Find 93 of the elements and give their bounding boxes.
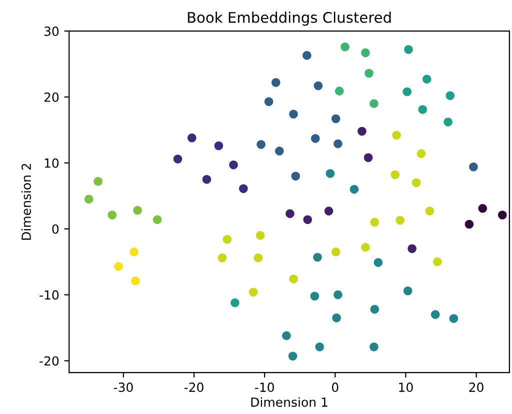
point (222, 235, 232, 244)
point (392, 130, 401, 140)
point (446, 91, 455, 100)
point (173, 154, 182, 164)
point (361, 242, 370, 252)
point (271, 78, 280, 87)
point (422, 74, 432, 84)
y-tick-label: 10 (44, 158, 59, 168)
point (370, 342, 378, 352)
point (302, 51, 312, 60)
point (449, 314, 458, 323)
point (350, 184, 359, 194)
point (275, 146, 284, 156)
point (403, 286, 412, 296)
point (188, 133, 196, 142)
point (286, 209, 294, 218)
point (114, 262, 123, 271)
point (469, 162, 478, 172)
chart-title: Book Embeddings Clustered (188, 12, 391, 26)
point (326, 169, 335, 178)
point (152, 215, 162, 224)
y-tick-label: 30 (44, 26, 59, 36)
point (94, 176, 102, 186)
point (364, 153, 373, 162)
point (370, 218, 380, 227)
point (331, 114, 340, 124)
point (478, 204, 488, 213)
point (425, 206, 434, 216)
x-tick-label: 0 (332, 382, 338, 392)
point (430, 310, 440, 319)
point (214, 141, 224, 150)
point (332, 313, 341, 322)
point (248, 288, 258, 297)
point (303, 215, 312, 224)
y-tick-label: -20 (40, 356, 59, 366)
point (133, 206, 142, 215)
point (230, 298, 240, 308)
point (396, 216, 404, 225)
point (340, 42, 350, 52)
point (404, 45, 413, 54)
point (254, 253, 263, 262)
point (289, 110, 298, 119)
y-tick-label: -10 (40, 290, 59, 300)
point (108, 210, 117, 220)
point (464, 220, 474, 229)
point (84, 194, 94, 204)
point (416, 149, 426, 158)
point (498, 210, 507, 220)
point (291, 172, 300, 180)
point (130, 248, 138, 256)
point (264, 97, 274, 106)
y-axis-title: Dimension 2 (21, 164, 32, 240)
point (239, 184, 248, 194)
point (370, 99, 378, 108)
point (374, 258, 383, 267)
x-axis-title: Dimension 1 (251, 397, 328, 407)
point (313, 252, 322, 262)
x-tick-label: 20 (469, 382, 484, 392)
point (412, 178, 421, 188)
point (334, 139, 342, 148)
point (433, 257, 442, 266)
point (282, 331, 291, 340)
point (310, 134, 320, 143)
point (370, 304, 380, 314)
point (364, 68, 374, 78)
point (218, 253, 227, 262)
point (202, 175, 212, 184)
point (444, 118, 452, 126)
point (256, 140, 266, 149)
point (289, 274, 298, 284)
x-tick-label: 10 (399, 382, 413, 392)
point (334, 86, 344, 96)
x-tick-label: -10 (254, 382, 274, 392)
point (315, 342, 324, 352)
point (358, 126, 366, 136)
point (408, 244, 416, 254)
point (331, 248, 340, 256)
point (310, 292, 320, 301)
point (334, 290, 342, 300)
point (324, 206, 334, 216)
point (418, 105, 428, 114)
y-tick-label: 20 (44, 92, 59, 102)
point (288, 352, 298, 361)
x-tick-label: -20 (184, 382, 204, 392)
point (314, 81, 323, 90)
point (256, 231, 265, 240)
point (131, 276, 140, 286)
point (390, 170, 400, 180)
point (229, 160, 238, 170)
point (361, 48, 370, 58)
point (402, 87, 412, 96)
y-tick-label: 0 (52, 224, 59, 234)
x-tick-label: -30 (114, 382, 133, 392)
